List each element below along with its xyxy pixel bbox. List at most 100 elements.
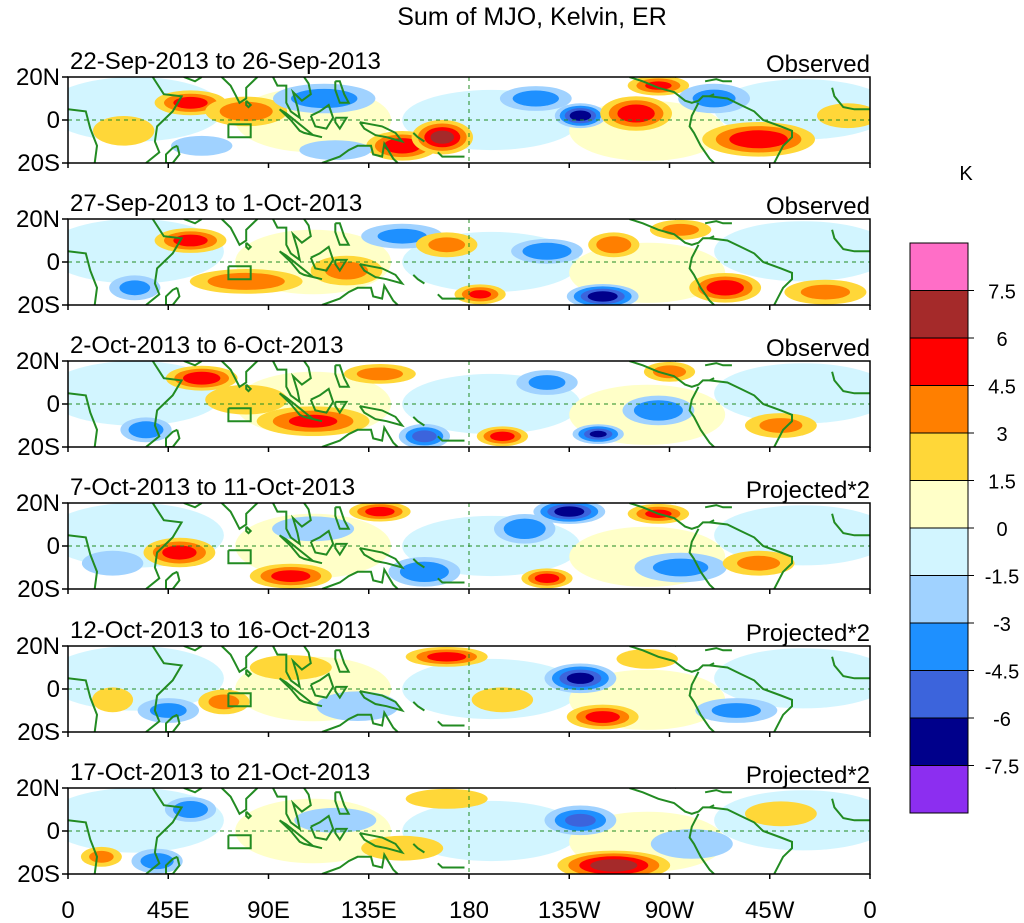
panel-date-range: 12-Oct-2013 to 16-Oct-2013 <box>70 617 370 644</box>
lon-tick-label: 90W <box>645 897 695 923</box>
coastline <box>278 819 323 850</box>
coastline <box>412 416 425 427</box>
anomaly-contour <box>566 672 595 684</box>
anomaly-contour <box>645 81 672 90</box>
coastline <box>321 424 399 447</box>
coastline <box>629 77 715 104</box>
anomaly-contour <box>365 506 395 517</box>
anomaly-contour <box>650 829 733 859</box>
anomaly-contour <box>89 850 114 863</box>
colorbar-swatch <box>909 385 969 434</box>
anomaly-contour <box>522 242 572 260</box>
anomaly-contour <box>119 280 151 296</box>
anomaly-field <box>68 77 870 161</box>
anomaly-contour <box>173 801 208 818</box>
coastline <box>309 245 335 272</box>
colorbar: K 7.5 6 4.5 3 1.5 0 -1.5 -3 -4.5 -6 -7.5 <box>909 163 1019 814</box>
colorbar-swatch <box>909 242 969 291</box>
coastline <box>334 791 351 815</box>
map-panel-4: 20N 0 20S 7-Oct-2013 to 11-Oct-2013 Projecte… <box>16 474 871 603</box>
coastline <box>334 222 351 246</box>
coastline <box>334 542 349 557</box>
coastline <box>221 361 259 389</box>
coastline <box>309 387 335 414</box>
panel-tag: Observed <box>766 193 870 220</box>
anomaly-contour <box>356 367 404 381</box>
background-band <box>714 221 870 282</box>
coastline <box>831 87 870 111</box>
coastline <box>709 521 793 589</box>
anomaly-contour <box>569 110 592 121</box>
colorbar-label: 6 <box>996 329 1007 351</box>
coastline <box>145 788 184 874</box>
coastline <box>221 77 259 105</box>
coastline <box>278 250 323 281</box>
anomaly-contour <box>427 652 467 662</box>
anomaly-contour <box>316 691 399 721</box>
coastline <box>688 102 715 163</box>
background-band <box>402 800 581 862</box>
anomaly-contour <box>490 431 515 441</box>
anomaly-contour <box>652 365 687 379</box>
coastline <box>358 405 405 428</box>
coastline <box>245 241 253 251</box>
anomaly-contour <box>183 371 221 385</box>
coastline <box>145 361 184 447</box>
coastline <box>309 814 335 841</box>
panel-tag: Projected*2 <box>746 762 870 789</box>
coastline <box>145 503 184 589</box>
anomaly-contour <box>162 545 197 560</box>
coastline <box>309 529 335 556</box>
lat-tick-label: 20S <box>17 150 60 177</box>
coastline <box>334 400 349 415</box>
coastline <box>412 132 425 143</box>
anomaly-contour <box>294 807 377 833</box>
coastline <box>688 244 715 305</box>
anomaly-contour <box>383 138 421 154</box>
coastline <box>629 219 715 246</box>
colorbar-label: 4.5 <box>988 377 1016 399</box>
anomaly-contour <box>729 130 788 149</box>
reference-box <box>227 407 252 423</box>
anomaly-contour <box>512 90 559 107</box>
longitude-axis: 0 45E 90E 135E 180 135W 90W 45W 0 <box>61 897 876 923</box>
colorbar-swatch <box>909 337 969 386</box>
map-panel-6: 20N 0 20S 17-Oct-2013 to 21-Oct-2013 Project… <box>16 759 871 888</box>
coastline <box>245 810 253 820</box>
coastline <box>245 525 253 535</box>
coastline <box>221 219 259 247</box>
anomaly-contour <box>596 236 632 254</box>
lon-tick-label: 45E <box>147 897 190 923</box>
anomaly-contour <box>759 418 803 433</box>
anomaly-contour <box>585 711 620 723</box>
coastline <box>334 80 351 104</box>
coastline <box>165 286 181 305</box>
anomaly-contour <box>399 561 449 582</box>
reference-box <box>227 834 252 850</box>
coastline <box>272 788 312 832</box>
coastline <box>704 647 732 652</box>
reference-box <box>227 123 252 139</box>
colorbar-swatch <box>909 480 969 529</box>
coastline <box>183 219 203 225</box>
colorbar-swatch <box>909 575 969 624</box>
coastline <box>437 151 465 158</box>
colorbar-unit-label: K <box>959 163 973 185</box>
coastline <box>165 855 181 874</box>
colorbar-swatch <box>909 432 969 481</box>
colorbar-label: -1.5 <box>985 567 1019 589</box>
coastline <box>68 534 99 589</box>
anomaly-contour <box>471 687 534 713</box>
coastline <box>831 371 870 395</box>
anomaly-contour <box>207 272 285 290</box>
colorbar-label: -3 <box>993 614 1011 636</box>
coastline <box>629 788 715 815</box>
coastline <box>412 558 425 569</box>
coastline <box>709 95 793 163</box>
coastline <box>145 646 184 732</box>
map-panel-5: 20N 0 20S 12-Oct-2013 to 16-Oct-2013 Project… <box>16 617 871 746</box>
coastline <box>221 646 259 674</box>
coastline <box>165 570 181 589</box>
coastline <box>437 293 465 300</box>
colorbar-label: 1.5 <box>988 472 1016 494</box>
